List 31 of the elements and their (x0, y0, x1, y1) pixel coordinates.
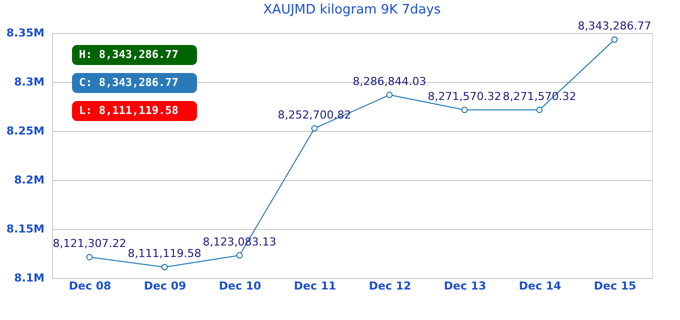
y-tick-label: 8.3M (14, 76, 44, 88)
x-tick-label: Dec 15 (594, 280, 636, 292)
annotation: H: 8,343,286.77 (79, 48, 178, 61)
y-tick-label: 8.2M (14, 174, 44, 186)
x-tick-label: Dec 09 (144, 280, 186, 292)
x-tick-label: Dec 11 (294, 280, 336, 292)
x-tick-label: Dec 08 (68, 280, 112, 292)
annotation: C: 8,343,286.77 (79, 76, 178, 89)
annotation: L: 8,111,119.58 (79, 104, 178, 117)
point (611, 36, 618, 43)
data-label: 8,271,570.32 (428, 90, 502, 103)
x-tick-label: Dec 12 (368, 280, 412, 292)
x-tick-label: Dec 14 (518, 280, 562, 292)
point (86, 254, 93, 260)
data-label: 8,121,307.22 (52, 237, 126, 250)
point (311, 125, 318, 132)
point (461, 106, 468, 114)
data-label: 8,286,844.03 (352, 74, 426, 88)
y-tick-label: 8.25M (6, 124, 44, 138)
y-tick-label: 8.15M (6, 222, 44, 236)
x-tick-label: Dec 13 (444, 280, 486, 292)
chart-title: XAUJMD kilogram 9K 7days (263, 2, 441, 18)
data-label: 8,343,286.77 (578, 20, 652, 33)
y-tick-label: 8.1M (14, 272, 44, 284)
data-label: 8,111,119.58 (128, 247, 202, 260)
point (161, 264, 168, 270)
point (536, 106, 543, 114)
point (236, 252, 243, 259)
y-tick-label: 8.35M (6, 26, 44, 40)
x-tick-label: Dec 10 (218, 280, 262, 292)
point (386, 92, 393, 98)
